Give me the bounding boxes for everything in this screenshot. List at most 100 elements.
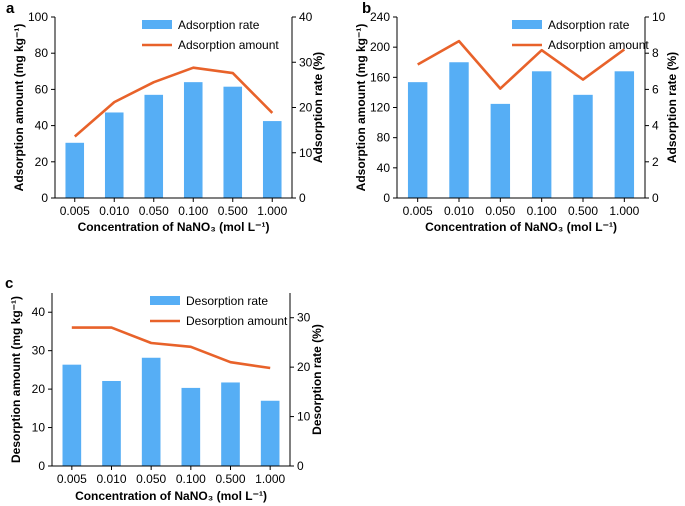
- x-tick-label: 0.500: [218, 204, 248, 218]
- y-axis-title-right: Adsorption rate (%): [311, 52, 325, 163]
- y-tick-label-right: 20: [297, 360, 311, 374]
- legend-label: Adsorption amount: [178, 38, 279, 52]
- x-axis-title: Concentration of NaNO₃ (mol L⁻¹): [425, 220, 617, 234]
- panel-label: a: [6, 0, 15, 17]
- bar: [62, 364, 82, 466]
- legend-swatch-bar: [512, 20, 542, 29]
- y-tick-label-left: 0: [41, 191, 48, 205]
- legend-label: Desorption amount: [186, 314, 288, 328]
- x-tick-label: 0.100: [527, 204, 557, 218]
- y-tick-label-right: 10: [299, 146, 313, 160]
- chart-panel-a: a 0 20 40 60 80 100 0 10 20 30 40 0.005 0.010 0.050 0.1…: [6, 0, 325, 234]
- x-axis-title: Concentration of NaNO₃ (mol L⁻¹): [78, 220, 270, 234]
- y-axis-title-left: Desorption amount (mg kg⁻¹): [9, 296, 23, 463]
- bar: [221, 382, 240, 466]
- legend-label: Adsorption amount: [548, 38, 649, 52]
- y-tick-label-right: 40: [299, 10, 313, 24]
- y-tick-label-right: 10: [652, 10, 666, 24]
- bar: [260, 400, 280, 466]
- y-tick-label-right: 8: [652, 46, 659, 60]
- y-tick-label-left: 40: [32, 305, 46, 319]
- x-tick-label: 0.010: [96, 472, 126, 486]
- chart-panel-c: c 0 10 20 30 40 0 10 20 30 0.005 0.010 0.050 0.100 0.5…: [5, 275, 324, 503]
- bar: [490, 103, 511, 198]
- legend: Adsorption rate Adsorption amount: [142, 18, 279, 52]
- x-tick-label: 0.100: [178, 204, 208, 218]
- y-tick-label-left: 80: [377, 131, 391, 145]
- y-tick-label-left: 40: [35, 119, 49, 133]
- y-tick-label-left: 160: [370, 70, 390, 84]
- x-tick-label: 0.005: [57, 472, 87, 486]
- bar: [449, 62, 469, 198]
- bar: [181, 387, 201, 466]
- y-tick-label-left: 120: [370, 101, 390, 115]
- panel-label: b: [362, 0, 371, 17]
- x-tick-label: 0.500: [568, 204, 598, 218]
- y-axis-title-right: Adsorption rate (%): [665, 52, 679, 163]
- y-tick-label-left: 30: [32, 344, 46, 358]
- y-tick-label-left: 200: [370, 40, 390, 54]
- line-series: [71, 326, 271, 370]
- y-tick-label-left: 20: [35, 155, 49, 169]
- y-tick-label-left: 60: [35, 82, 49, 96]
- x-tick-label: 0.010: [444, 204, 474, 218]
- x-tick-label: 0.010: [99, 204, 129, 218]
- chart-panel-b: b 0 40 80 120 160 200 240 0 2 4 6 8 10 0.005 0.010 0.050…: [354, 0, 679, 234]
- legend: Desorption rate Desorption amount: [150, 294, 288, 328]
- line-series: [417, 39, 626, 90]
- x-tick-label: 1.000: [255, 472, 285, 486]
- x-tick-label: 0.100: [176, 472, 206, 486]
- y-tick-label-left: 20: [32, 382, 46, 396]
- y-tick-label-right: 0: [297, 459, 304, 473]
- x-tick-label: 1.000: [257, 204, 287, 218]
- y-tick-label-left: 100: [28, 10, 48, 24]
- y-tick-label-left: 80: [35, 46, 49, 60]
- bar: [102, 380, 121, 466]
- panel-label: c: [5, 275, 13, 292]
- y-tick-label-right: 10: [297, 410, 311, 424]
- y-tick-label-right: 20: [299, 101, 313, 115]
- y-tick-label-right: 0: [652, 191, 659, 205]
- y-tick-label-left: 40: [377, 161, 391, 175]
- bar: [573, 94, 593, 198]
- x-tick-label: 0.050: [136, 472, 166, 486]
- legend-label: Adsorption rate: [548, 18, 630, 32]
- legend-label: Adsorption rate: [178, 18, 260, 32]
- bar: [183, 82, 203, 198]
- y-tick-label-right: 6: [652, 82, 659, 96]
- legend-swatch-bar: [142, 20, 172, 29]
- y-axis-title-left: Adsorption amount (mg kg⁻¹): [354, 24, 368, 192]
- bar: [223, 86, 243, 198]
- y-tick-label-right: 30: [297, 311, 311, 325]
- x-tick-label: 1.000: [609, 204, 639, 218]
- bar: [262, 121, 282, 198]
- y-tick-label-right: 0: [299, 191, 306, 205]
- x-tick-label: 0.050: [485, 204, 515, 218]
- bar: [531, 71, 552, 198]
- y-tick-label-right: 30: [299, 55, 313, 69]
- x-axis-title: Concentration of NaNO₃ (mol L⁻¹): [75, 489, 267, 503]
- y-tick-label-left: 10: [32, 421, 46, 435]
- legend-label: Desorption rate: [186, 294, 268, 308]
- bar: [614, 71, 635, 198]
- x-tick-label: 0.050: [139, 204, 169, 218]
- bar: [104, 112, 124, 198]
- bar: [144, 94, 164, 198]
- y-axis-title-left: Adsorption amount (mg kg⁻¹): [12, 24, 26, 192]
- y-tick-label-left: 0: [383, 191, 390, 205]
- x-tick-label: 0.500: [215, 472, 245, 486]
- x-tick-label: 0.005: [60, 204, 90, 218]
- bar: [141, 357, 161, 466]
- y-tick-label-right: 4: [652, 119, 659, 133]
- bar: [65, 142, 85, 198]
- y-tick-label-left: 0: [38, 459, 45, 473]
- x-tick-label: 0.005: [403, 204, 433, 218]
- y-axis-title-right: Desorption rate (%): [310, 324, 324, 435]
- legend: Adsorption rate Adsorption amount: [512, 18, 649, 52]
- y-tick-label-right: 2: [652, 155, 659, 169]
- line-series: [73, 66, 274, 138]
- legend-swatch-bar: [150, 296, 180, 305]
- y-tick-label-left: 240: [370, 10, 390, 24]
- bar: [407, 82, 428, 198]
